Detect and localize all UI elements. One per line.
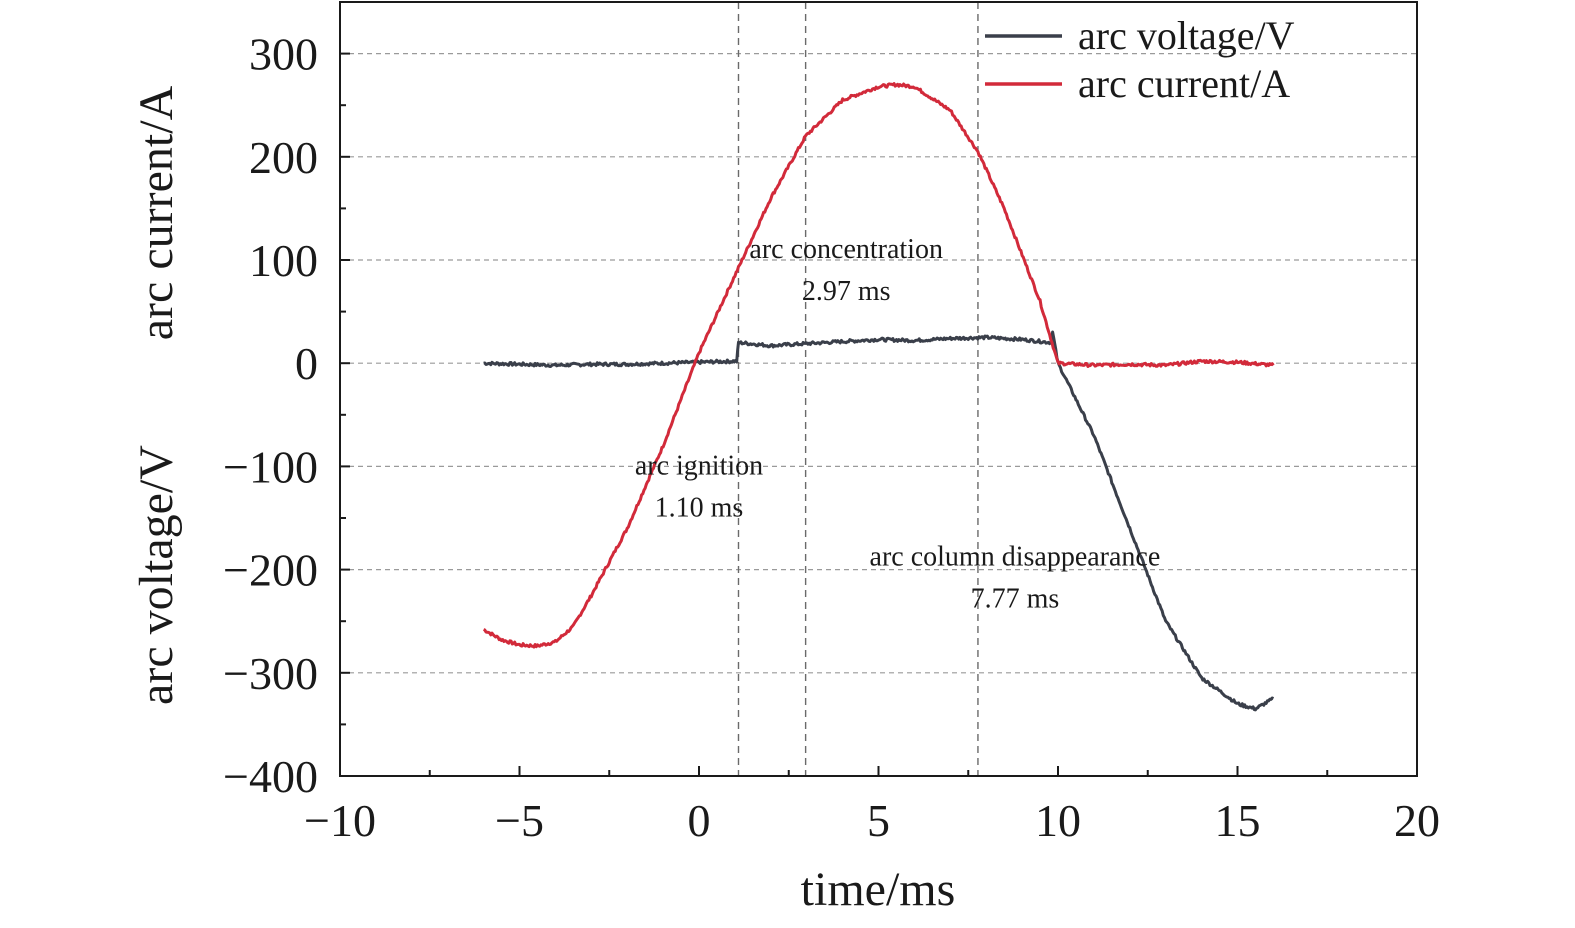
- y-tick-label: 300: [249, 29, 318, 80]
- x-tick-label: 5: [867, 795, 890, 846]
- vertical-markers: [737, 2, 979, 776]
- annotation-time: 7.77 ms: [971, 583, 1060, 614]
- y-tick-label: 200: [249, 132, 318, 183]
- y-tick-label: −400: [223, 751, 318, 802]
- annotation-label: arc column disappearance: [870, 541, 1161, 572]
- x-tick-label: 10: [1035, 795, 1081, 846]
- legend-label: arc voltage/V: [1078, 13, 1295, 58]
- y-tick-label: −100: [223, 441, 318, 492]
- y-tick-label: 100: [249, 235, 318, 286]
- y-tick-label: −200: [223, 545, 318, 596]
- x-axis-title: time/ms: [801, 863, 956, 916]
- y-axis-title-voltage: arc voltage/V: [130, 445, 183, 705]
- annotation-label: arc ignition: [635, 451, 763, 482]
- legend-label: arc current/A: [1078, 61, 1290, 106]
- series-line: [483, 330, 1275, 712]
- y-tick-label: 0: [295, 338, 318, 389]
- plot-area-border: [339, 1, 1418, 777]
- x-tick-label: 0: [688, 795, 711, 846]
- axis-ticks: −10 −5 0 5 10 15 20 −400 −300 −200 −100 0 100 200 300: [223, 29, 1440, 846]
- y-tick-label: −300: [223, 648, 318, 699]
- x-tick-label: −10: [304, 795, 376, 846]
- series-line: [483, 82, 1275, 649]
- y-axis-title-current: arc current/A: [130, 85, 183, 340]
- x-tick-label: 15: [1215, 795, 1261, 846]
- annotation-label: arc concentration: [749, 234, 943, 265]
- annotation-time: 1.10 ms: [655, 493, 744, 524]
- annotations: arc ignition 1.10 ms arc concentration 2.97…: [635, 234, 1160, 615]
- annotation-time: 2.97 ms: [802, 276, 891, 307]
- x-tick-label: 20: [1394, 795, 1440, 846]
- x-tick-label: −5: [495, 795, 544, 846]
- plot-frame: [339, 1, 1418, 777]
- series-lines: [483, 82, 1275, 712]
